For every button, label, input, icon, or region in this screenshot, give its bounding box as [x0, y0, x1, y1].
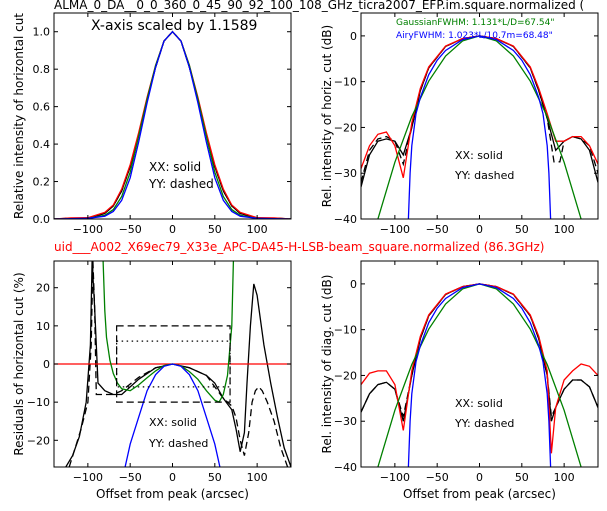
y-tick-label: 0	[350, 278, 357, 291]
chart-annotation: XX: solid	[149, 160, 201, 174]
x-tick-label: −100	[73, 223, 103, 236]
chart-annotation: XX: solid	[149, 416, 197, 429]
y-tick-label: 0.6	[33, 101, 51, 114]
plot-area	[54, 30, 291, 219]
x-tick-label: 100	[247, 223, 268, 236]
chart-annotation: YY: dashed	[148, 177, 214, 191]
y-axis-label: Rel. intensity of diag. cut (dB)	[320, 275, 334, 454]
y-tick-label: 10	[36, 320, 50, 333]
chart-annotation: XX: solid	[455, 149, 503, 162]
chart-annotation: YY: dashed	[454, 417, 514, 430]
plot-area	[361, 35, 598, 219]
figure-title-middle: uid___A002_X69ec79_X33e_APC-DA45-H-LSB-b…	[54, 240, 544, 254]
series-line-black-solid	[361, 35, 598, 188]
chart-annotation: X-axis scaled by 1.1589	[91, 18, 257, 34]
x-tick-label: 50	[208, 471, 222, 484]
series-line-blue-solid	[124, 363, 221, 467]
x-axis-label: Offset from peak (arcsec)	[403, 487, 556, 501]
y-tick-label: −20	[334, 369, 357, 382]
x-tick-label: 100	[554, 471, 575, 484]
x-tick-label: 100	[554, 223, 575, 236]
x-tick-label: 0	[476, 471, 483, 484]
x-tick-label: −50	[119, 471, 142, 484]
x-tick-label: −50	[426, 471, 449, 484]
x-tick-label: −50	[119, 223, 142, 236]
x-axis-label: Offset from peak (arcsec)	[96, 487, 249, 501]
x-tick-label: 0	[476, 223, 483, 236]
series-line-blue-solid	[407, 35, 552, 219]
y-tick-label: −20	[27, 434, 50, 447]
y-tick-label: 1.0	[33, 26, 51, 39]
chart-annotation: YY: dashed	[454, 169, 514, 182]
y-tick-label: −10	[334, 76, 357, 89]
x-tick-label: 0	[169, 471, 176, 484]
series-line-black-dashed	[68, 261, 289, 467]
plot-area	[54, 261, 291, 467]
y-tick-label: 0	[350, 30, 357, 43]
chart-annotation: GaussianFWHM: 1.131*L/D=67.54"	[396, 18, 554, 28]
residual-box-inner	[116, 340, 231, 388]
x-tick-label: −100	[380, 471, 410, 484]
y-tick-label: −10	[334, 324, 357, 337]
chart-panels: −100 −50 0 50 1000.00.20.40.60.81.0Relative …	[12, 12, 599, 501]
y-tick-label: −20	[334, 121, 357, 134]
series-line-blue-solid	[407, 283, 552, 467]
y-axis-label: Relative intensity of horizontal cut	[12, 13, 26, 219]
y-tick-label: 0.2	[33, 176, 51, 189]
x-tick-label: 100	[247, 471, 268, 484]
chart-annotation: AiryFWHM: 1.023*L/10.7m=68.48"	[396, 31, 553, 41]
chart-annotation: YY: dashed	[148, 437, 208, 450]
y-tick-label: 0.8	[33, 63, 51, 76]
x-tick-label: 50	[515, 223, 529, 236]
chart-top-left: −100 −50 0 50 100 0.0 0.2 0.4 0.6 0.8 1.0 Relative …	[12, 12, 292, 236]
y-tick-label: 0	[43, 358, 50, 371]
series-line-blue-solid	[54, 30, 291, 219]
plot-area	[361, 283, 598, 467]
x-tick-label: 50	[208, 223, 222, 236]
y-tick-label: −10	[27, 396, 50, 409]
y-tick-label: 0.4	[33, 138, 51, 151]
x-tick-label: 0	[169, 223, 176, 236]
axes-frame	[360, 12, 599, 220]
y-tick-label: −40	[334, 213, 357, 226]
y-tick-label: 20	[36, 282, 50, 295]
y-tick-label: −30	[334, 167, 357, 180]
y-tick-label: −30	[334, 415, 357, 428]
chart-annotation: XX: solid	[455, 397, 503, 410]
axes-frame	[360, 260, 599, 468]
series-line-green-solid	[102, 261, 235, 403]
x-tick-label: −50	[426, 223, 449, 236]
x-tick-label: −100	[73, 471, 103, 484]
figure-title-top: ALMA_0_DA__0_0_360_0_45_90_92_100_108_GH…	[54, 0, 584, 12]
x-tick-label: −100	[380, 223, 410, 236]
x-tick-label: 50	[515, 471, 529, 484]
y-axis-label: Residuals of horizontal cut (%)	[12, 272, 26, 455]
y-tick-label: 0.0	[33, 213, 51, 226]
y-axis-label: Rel. intensity of horiz. cut (dB)	[320, 25, 334, 207]
y-tick-label: −40	[334, 461, 357, 474]
